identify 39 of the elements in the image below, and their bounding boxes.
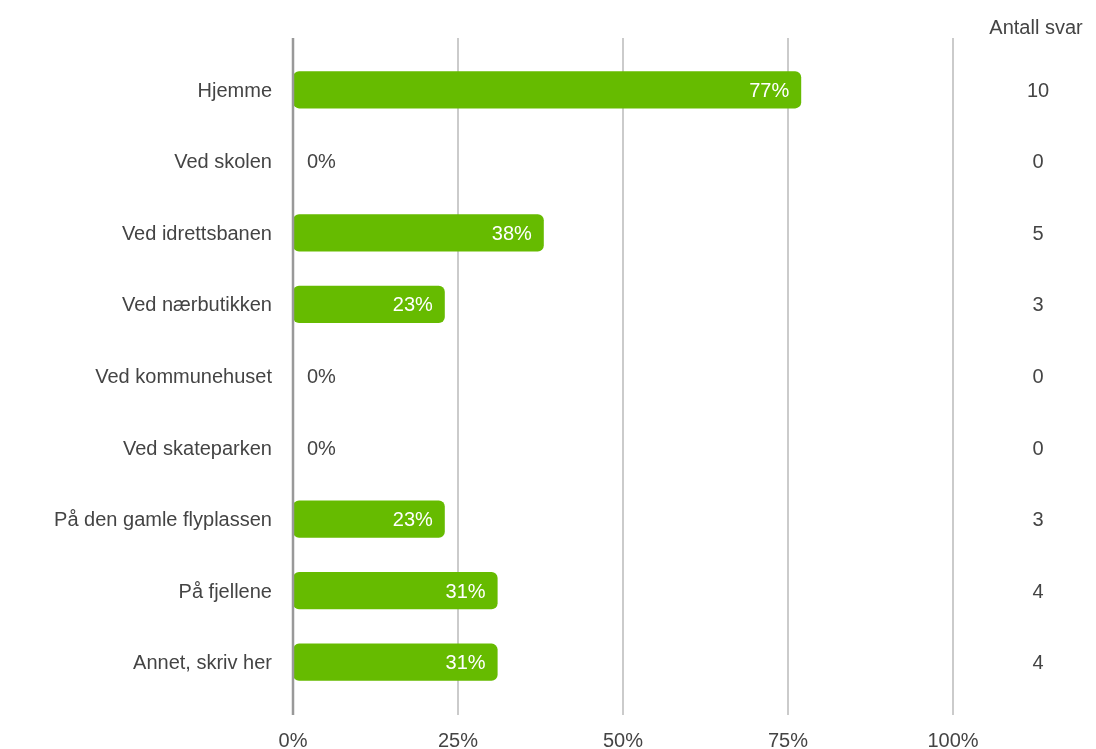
text: 3 <box>1032 508 1044 531</box>
data-label: 0% <box>307 436 337 459</box>
bar <box>293 214 544 252</box>
text: 5 <box>1032 221 1044 244</box>
y-tick-label: Annet, skriv her <box>133 651 273 674</box>
y-tick-label: På den gamle flyplassen <box>54 508 272 531</box>
x-tick-label: 50% <box>602 729 644 749</box>
text: 0 <box>1032 436 1044 459</box>
data-label: 23% <box>392 508 434 531</box>
bar <box>293 500 445 538</box>
text: 0 <box>1032 150 1044 173</box>
y-tick-label: Ved nærbutikken <box>121 293 272 316</box>
text: Antall svar <box>989 16 1084 38</box>
data-label: 0% <box>307 365 337 387</box>
x-tick-label: 0% <box>278 729 308 749</box>
x-tick-label: 25% <box>437 729 479 749</box>
bar <box>293 285 445 324</box>
data-label: 23% <box>392 293 434 316</box>
x-tick-label: 75% <box>767 729 809 749</box>
x-tick-label: 100% <box>927 729 979 749</box>
bar <box>293 572 498 610</box>
data-label: 31% <box>445 579 486 602</box>
data-label: 31% <box>445 651 486 674</box>
y-tick-label: Ved kommunehuset <box>95 365 273 387</box>
y-tick-label: Hjemme <box>197 78 272 101</box>
text: 4 <box>1032 579 1044 602</box>
data-label: 77% <box>749 78 790 101</box>
bar <box>293 71 802 109</box>
y-tick-label: På fjellene <box>178 579 272 602</box>
y-tick-label: Ved skolen <box>174 150 272 173</box>
text: 10 <box>1026 78 1050 101</box>
text: 0 <box>1032 365 1044 387</box>
y-tick-label: Ved skateparken <box>123 436 272 459</box>
data-label: 38% <box>491 221 533 244</box>
data-label: 0% <box>307 150 337 173</box>
text: 3 <box>1032 293 1044 316</box>
y-tick-label: Ved idrettsbanen <box>121 221 272 244</box>
text: 4 <box>1032 651 1044 674</box>
bar <box>293 643 498 681</box>
